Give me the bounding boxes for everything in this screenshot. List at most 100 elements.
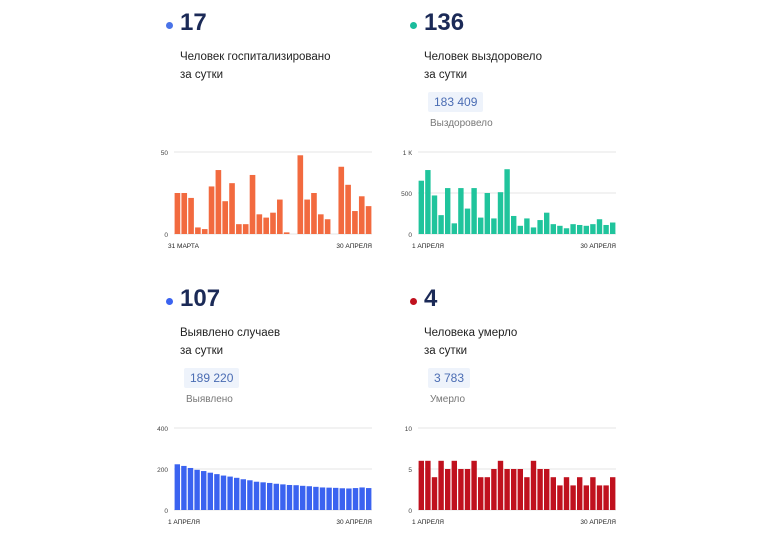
bar xyxy=(557,485,563,510)
bar xyxy=(570,485,576,510)
bar xyxy=(242,224,249,234)
bar xyxy=(346,488,352,510)
bar xyxy=(256,214,263,234)
bar xyxy=(247,480,253,510)
bar xyxy=(451,223,457,234)
bar xyxy=(451,460,457,510)
bar xyxy=(464,469,471,510)
bar xyxy=(304,199,310,234)
bar xyxy=(220,475,227,510)
bar xyxy=(550,224,556,234)
y-tick-label: 0 xyxy=(408,508,412,515)
bar xyxy=(418,180,424,234)
bar xyxy=(174,193,181,234)
bar xyxy=(484,477,490,510)
bar xyxy=(590,224,596,234)
bar xyxy=(530,460,537,510)
bar xyxy=(208,186,215,234)
bar xyxy=(201,229,208,234)
y-tick-label: 50 xyxy=(161,150,169,157)
bar xyxy=(610,222,616,234)
bar xyxy=(181,193,188,234)
bar xyxy=(537,469,543,510)
bar xyxy=(195,227,201,234)
bar xyxy=(418,460,424,510)
total-label: Умерло xyxy=(430,394,466,405)
bar xyxy=(563,228,570,234)
x-start-label: 31 МАРТА xyxy=(168,243,200,250)
bar xyxy=(464,208,471,234)
y-tick-label: 10 xyxy=(405,426,413,433)
daily-count: 17 xyxy=(180,9,207,36)
bar xyxy=(293,485,299,510)
bar xyxy=(445,188,451,234)
bar xyxy=(471,188,477,234)
bar xyxy=(596,219,603,234)
bar xyxy=(544,469,550,510)
chart-hospitalized: 50 031 МАРТА 30 АПРЕЛЯ xyxy=(161,150,373,250)
bar xyxy=(352,488,359,510)
series-dot xyxy=(410,22,417,29)
y-tick-label: 5 xyxy=(408,467,412,474)
bar xyxy=(326,487,332,510)
x-start-label: 1 АПРЕЛЯ xyxy=(412,519,444,526)
bar xyxy=(557,225,563,234)
bar xyxy=(544,212,550,234)
bar xyxy=(497,460,504,510)
bar xyxy=(577,224,583,234)
bar xyxy=(267,482,273,510)
bar xyxy=(458,469,464,510)
total-value: 189 220 xyxy=(184,368,240,388)
bar xyxy=(610,477,616,510)
total-label: Выявлено xyxy=(186,394,233,405)
bar xyxy=(478,477,484,510)
x-end-label: 30 АПРЕЛЯ xyxy=(580,519,616,526)
bar xyxy=(524,218,530,234)
y-tick-label: 0 xyxy=(408,232,412,239)
y-tick-label: 500 xyxy=(401,191,412,198)
bar xyxy=(277,199,283,234)
bar xyxy=(504,169,510,234)
y-tick-label: 400 xyxy=(157,426,168,433)
bar xyxy=(438,215,444,234)
bar xyxy=(317,214,324,234)
bar xyxy=(431,195,438,234)
x-end-label: 30 АПРЕЛЯ xyxy=(336,243,372,250)
bar xyxy=(263,217,269,234)
bar xyxy=(425,170,431,234)
bar xyxy=(234,477,240,510)
bar xyxy=(174,464,180,510)
bar xyxy=(511,215,517,234)
bar xyxy=(458,188,464,234)
bar xyxy=(577,477,583,510)
bar xyxy=(583,225,589,234)
bar xyxy=(187,467,194,510)
bar xyxy=(324,219,331,234)
daily-count: 4 xyxy=(424,285,438,312)
bar xyxy=(222,201,229,234)
bar xyxy=(478,217,484,234)
bar xyxy=(583,485,589,510)
total-value: 183 409 xyxy=(428,92,484,112)
bar xyxy=(297,155,304,234)
bar xyxy=(445,469,451,510)
bar xyxy=(365,206,372,234)
bar xyxy=(563,477,570,510)
bar xyxy=(306,486,312,510)
bar xyxy=(431,477,438,510)
bar xyxy=(236,224,242,234)
bar xyxy=(319,487,326,510)
bar xyxy=(590,477,596,510)
series-dot xyxy=(166,298,173,305)
daily-description: Человека умерло за сутки xyxy=(424,327,518,357)
bar xyxy=(260,482,266,510)
bar xyxy=(214,474,220,510)
bar xyxy=(359,487,365,510)
bar xyxy=(273,483,279,510)
bar xyxy=(438,460,444,510)
bar xyxy=(352,211,358,234)
x-end-label: 30 АПРЕЛЯ xyxy=(580,243,616,250)
bar xyxy=(491,469,497,510)
bar xyxy=(517,469,523,510)
bar xyxy=(249,174,256,234)
